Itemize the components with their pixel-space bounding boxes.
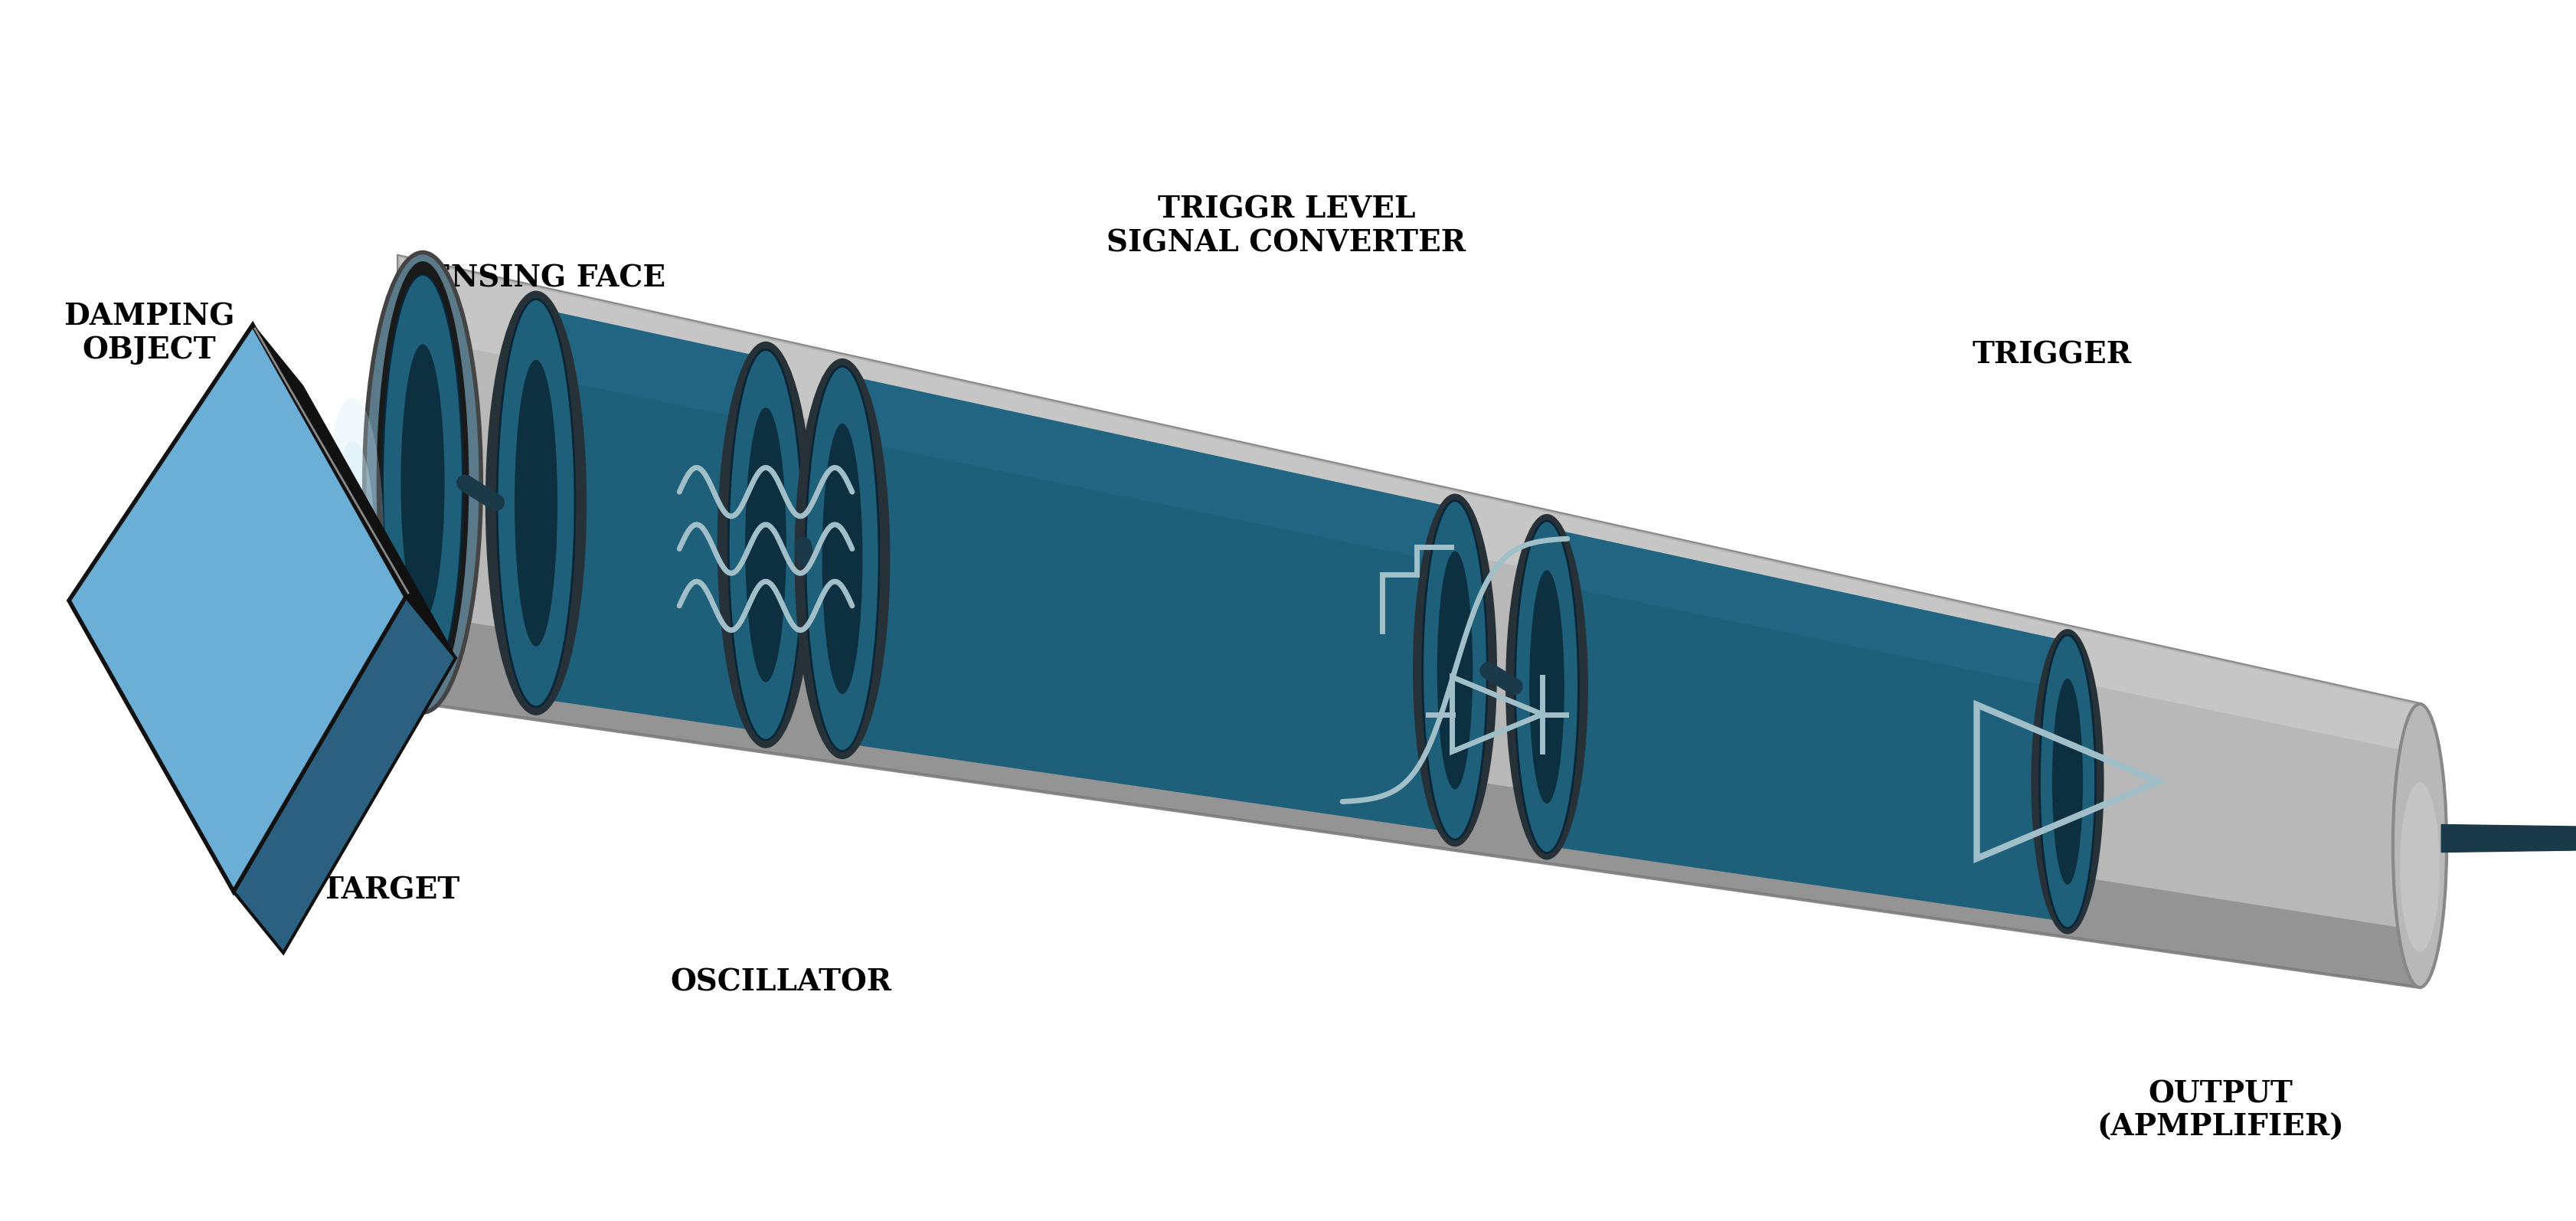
Text: TARGET: TARGET bbox=[322, 877, 461, 906]
Ellipse shape bbox=[2040, 635, 2094, 928]
Polygon shape bbox=[1546, 527, 2069, 922]
Ellipse shape bbox=[363, 253, 482, 712]
Polygon shape bbox=[252, 325, 456, 658]
Ellipse shape bbox=[793, 359, 891, 759]
Ellipse shape bbox=[384, 275, 464, 690]
Text: OSCILLATOR: OSCILLATOR bbox=[670, 968, 891, 998]
Polygon shape bbox=[842, 375, 1455, 833]
Ellipse shape bbox=[1504, 514, 1587, 860]
Ellipse shape bbox=[402, 344, 446, 620]
Ellipse shape bbox=[1530, 570, 1564, 803]
Ellipse shape bbox=[322, 398, 384, 685]
Text: DAMPING
OBJECT: DAMPING OBJECT bbox=[64, 302, 234, 365]
Ellipse shape bbox=[340, 484, 366, 600]
Ellipse shape bbox=[484, 291, 587, 716]
Ellipse shape bbox=[2401, 781, 2439, 952]
Polygon shape bbox=[536, 308, 765, 731]
Ellipse shape bbox=[716, 342, 814, 748]
Ellipse shape bbox=[1437, 551, 1473, 789]
Ellipse shape bbox=[744, 408, 786, 683]
Ellipse shape bbox=[1515, 521, 1579, 853]
Polygon shape bbox=[399, 612, 2419, 988]
Ellipse shape bbox=[1422, 501, 1486, 840]
Text: SENSING FACE: SENSING FACE bbox=[407, 264, 665, 293]
Polygon shape bbox=[234, 597, 456, 952]
Ellipse shape bbox=[1412, 493, 1497, 846]
Ellipse shape bbox=[515, 360, 556, 646]
Text: TRIGGER: TRIGGER bbox=[1973, 341, 2133, 369]
Ellipse shape bbox=[2393, 705, 2447, 988]
Polygon shape bbox=[399, 256, 2419, 988]
Polygon shape bbox=[1546, 527, 2069, 690]
Polygon shape bbox=[399, 256, 2419, 753]
Text: OUTPUT
(APMPLIFIER): OUTPUT (APMPLIFIER) bbox=[2097, 1079, 2344, 1142]
Ellipse shape bbox=[729, 349, 804, 740]
Ellipse shape bbox=[2030, 629, 2105, 934]
Polygon shape bbox=[70, 325, 407, 891]
Ellipse shape bbox=[822, 424, 863, 694]
Polygon shape bbox=[842, 375, 1455, 564]
Ellipse shape bbox=[497, 299, 574, 707]
Text: TRIGGR LEVEL
SIGNAL CONVERTER: TRIGGR LEVEL SIGNAL CONVERTER bbox=[1108, 194, 1466, 258]
Ellipse shape bbox=[330, 441, 374, 642]
Polygon shape bbox=[536, 308, 765, 422]
Ellipse shape bbox=[376, 261, 469, 703]
Ellipse shape bbox=[806, 366, 878, 751]
Ellipse shape bbox=[2053, 679, 2084, 884]
